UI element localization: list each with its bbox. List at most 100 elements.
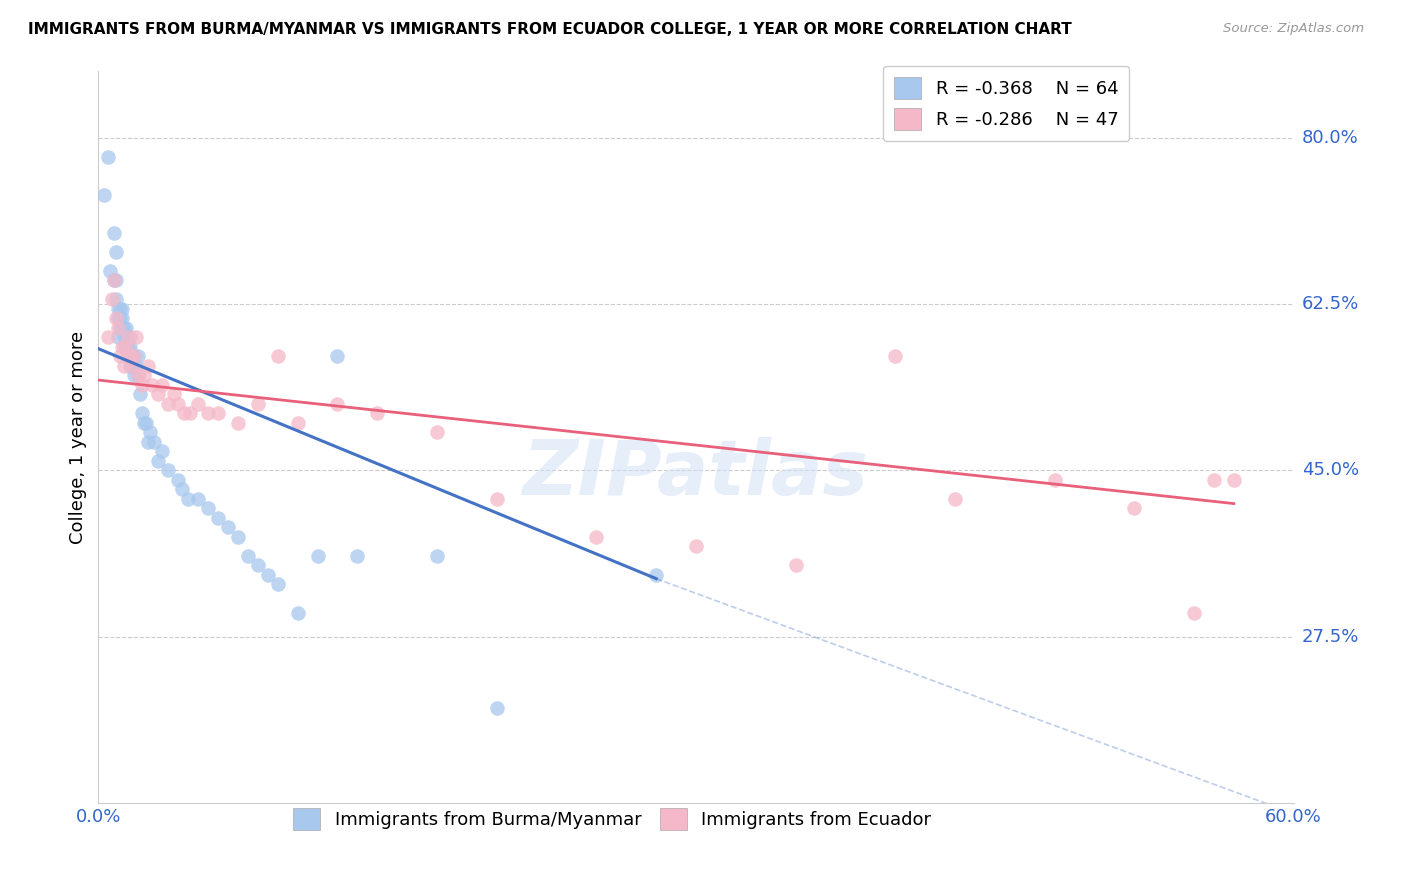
Point [267,577,290,591]
Point [1182,606,1205,620]
Point [120,349,142,363]
Point [326,397,349,411]
Point [585,530,607,544]
Point [111,321,134,335]
Point [173,406,195,420]
Point [207,511,229,525]
Point [107,330,129,344]
Point [226,416,249,430]
Point [197,406,219,420]
Point [163,387,186,401]
Point [93,187,115,202]
Point [103,226,125,240]
Text: ZIPatlas: ZIPatlas [523,437,869,510]
Text: 45.0%: 45.0% [1302,461,1360,479]
Point [124,349,146,363]
Point [485,701,508,715]
Point [98,264,122,278]
Point [256,567,278,582]
Point [115,340,138,354]
Point [127,349,149,363]
Point [685,539,707,553]
Point [187,397,209,411]
Point [157,397,180,411]
Point [121,359,143,373]
Point [217,520,239,534]
Point [105,311,128,326]
Text: 80.0%: 80.0% [1302,128,1358,147]
Point [426,549,449,563]
Text: Source: ZipAtlas.com: Source: ZipAtlas.com [1223,22,1364,36]
Point [143,434,166,449]
Point [120,340,142,354]
Point [105,293,128,307]
Point [117,349,139,363]
Point [131,406,153,420]
Point [134,416,156,430]
Text: IMMIGRANTS FROM BURMA/MYANMAR VS IMMIGRANTS FROM ECUADOR COLLEGE, 1 YEAR OR MORE: IMMIGRANTS FROM BURMA/MYANMAR VS IMMIGRA… [28,22,1071,37]
Point [131,377,153,392]
Point [110,349,132,363]
Point [117,330,139,344]
Point [148,387,170,401]
Point [111,340,134,354]
Point [307,549,329,563]
Point [1202,473,1225,487]
Y-axis label: College, 1 year or more: College, 1 year or more [69,331,87,543]
Point [103,273,125,287]
Point [135,416,157,430]
Text: 62.5%: 62.5% [1302,295,1360,313]
Point [115,321,138,335]
Point [127,368,149,383]
Point [366,406,388,420]
Point [112,359,135,373]
Point [236,549,259,563]
Point [150,377,173,392]
Point [172,483,194,497]
Point [884,349,907,363]
Point [187,491,209,506]
Point [246,558,269,573]
Point [485,491,508,506]
Point [326,349,349,363]
Point [226,530,249,544]
Point [121,349,143,363]
Point [124,368,146,383]
Point [112,330,135,344]
Point [129,387,152,401]
Point [112,321,135,335]
Point [179,406,201,420]
Point [177,491,200,506]
Point [426,425,449,440]
Point [117,340,139,354]
Point [127,368,149,383]
Point [120,359,142,373]
Point [111,301,134,316]
Point [139,425,162,440]
Point [97,330,120,344]
Point [167,397,190,411]
Point [134,368,156,383]
Point [115,330,138,344]
Point [107,321,129,335]
Point [141,377,163,392]
Point [101,293,124,307]
Point [207,406,229,420]
Point [1223,473,1246,487]
Text: 27.5%: 27.5% [1302,628,1360,646]
Point [112,340,135,354]
Point [107,311,129,326]
Point [1043,473,1066,487]
Point [124,349,146,363]
Point [110,301,132,316]
Point [136,434,159,449]
Point [107,301,129,316]
Point [103,273,125,287]
Point [287,606,309,620]
Point [120,330,142,344]
Point [111,311,134,326]
Point [125,359,148,373]
Point [105,244,128,259]
Point [1123,501,1146,516]
Point [167,473,190,487]
